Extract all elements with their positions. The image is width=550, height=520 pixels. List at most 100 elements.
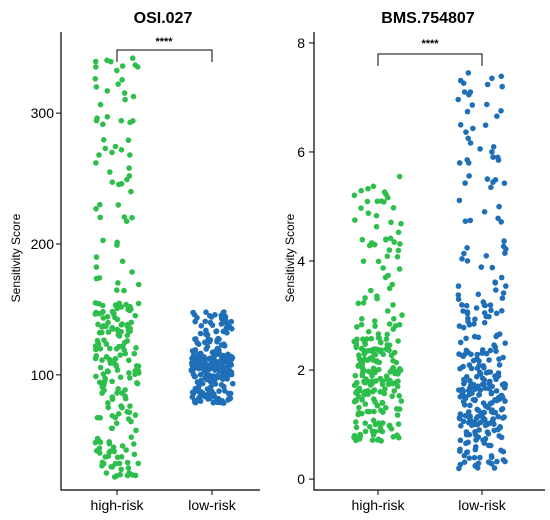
- data-point-high-risk: [114, 287, 120, 293]
- data-point-high-risk: [396, 321, 403, 328]
- data-point-high-risk: [362, 420, 369, 427]
- data-point-high-risk: [369, 437, 376, 444]
- data-point-low-risk: [219, 373, 225, 379]
- data-point-high-risk: [94, 337, 101, 344]
- data-point-high-risk: [104, 88, 111, 94]
- data-point-low-risk: [220, 310, 226, 316]
- data-point-high-risk: [394, 253, 401, 260]
- data-point-low-risk: [494, 396, 501, 403]
- data-point-low-risk: [204, 386, 211, 392]
- data-point-low-risk: [472, 386, 478, 392]
- data-point-low-risk: [457, 394, 464, 400]
- data-point-high-risk: [130, 118, 136, 124]
- data-point-low-risk: [498, 108, 504, 114]
- data-point-high-risk: [93, 275, 100, 282]
- data-point-low-risk: [198, 361, 205, 368]
- data-point-high-risk: [379, 379, 386, 385]
- data-point-high-risk: [97, 101, 104, 108]
- data-point-low-risk: [215, 359, 221, 365]
- data-point-high-risk: [93, 448, 100, 454]
- data-point-high-risk: [387, 377, 393, 384]
- data-point-high-risk: [106, 439, 112, 445]
- data-point-high-risk: [364, 198, 371, 205]
- data-point-high-risk: [126, 165, 132, 171]
- data-point-low-risk: [462, 218, 469, 224]
- data-point-high-risk: [109, 179, 116, 185]
- data-point-high-risk: [388, 219, 394, 226]
- data-point-high-risk: [372, 346, 379, 352]
- data-point-low-risk: [455, 96, 462, 103]
- data-point-high-risk: [373, 378, 379, 384]
- data-point-low-risk: [227, 395, 234, 402]
- data-point-low-risk: [206, 338, 213, 345]
- data-point-high-risk: [109, 464, 116, 470]
- data-point-low-risk: [496, 362, 503, 368]
- axes: [60, 32, 260, 491]
- data-point-low-risk: [209, 322, 216, 329]
- data-point-low-risk: [477, 371, 484, 377]
- data-point-low-risk: [225, 390, 232, 397]
- y-tick-label: 4: [297, 253, 305, 269]
- data-point-high-risk: [118, 147, 125, 153]
- data-point-high-risk: [112, 355, 119, 362]
- data-point-high-risk: [124, 332, 131, 339]
- data-point-low-risk: [479, 375, 486, 382]
- data-point-high-risk: [375, 436, 382, 443]
- data-point-low-risk: [464, 245, 470, 251]
- data-point-low-risk: [218, 342, 225, 348]
- data-point-high-risk: [129, 472, 136, 478]
- data-point-low-risk: [194, 339, 200, 346]
- data-point-high-risk: [395, 338, 401, 344]
- data-point-low-risk: [499, 308, 505, 314]
- y-tick-label: 300: [31, 105, 55, 121]
- data-point-high-risk: [94, 435, 101, 442]
- data-point-high-risk: [395, 229, 402, 236]
- data-point-low-risk: [465, 439, 472, 446]
- data-point-high-risk: [377, 389, 384, 395]
- data-point-low-risk: [224, 376, 230, 382]
- data-point-low-risk: [198, 323, 205, 329]
- data-point-high-risk: [383, 405, 389, 411]
- data-point-low-risk: [457, 411, 464, 417]
- data-point-low-risk: [499, 392, 505, 399]
- data-point-high-risk: [362, 401, 369, 407]
- data-point-high-risk: [124, 176, 130, 183]
- data-point-low-risk: [501, 414, 508, 420]
- data-point-high-risk: [104, 313, 111, 320]
- data-point-high-risk: [130, 93, 137, 100]
- data-point-high-risk: [390, 302, 396, 308]
- data-point-high-risk: [99, 324, 105, 330]
- data-point-high-risk: [119, 258, 126, 265]
- data-point-high-risk: [386, 247, 393, 253]
- data-point-high-risk: [100, 121, 106, 128]
- data-point-high-risk: [133, 427, 139, 434]
- data-point-high-risk: [397, 241, 403, 247]
- data-point-high-risk: [371, 408, 377, 415]
- data-point-high-risk: [107, 345, 113, 352]
- data-point-high-risk: [353, 344, 360, 351]
- data-point-high-risk: [127, 152, 133, 158]
- data-point-high-risk: [359, 372, 366, 379]
- data-point-high-risk: [353, 398, 359, 404]
- data-point-low-risk: [471, 454, 478, 461]
- data-point-high-risk: [368, 335, 375, 342]
- data-point-high-risk: [104, 114, 111, 120]
- chart-title: BMS.754807: [381, 10, 474, 27]
- data-point-high-risk: [127, 403, 133, 409]
- data-point-low-risk: [457, 339, 464, 346]
- data-point-high-risk: [361, 389, 367, 396]
- data-point-low-risk: [480, 409, 487, 416]
- data-point-high-risk: [391, 239, 398, 245]
- data-point-low-risk: [456, 323, 463, 329]
- data-point-high-risk: [389, 281, 396, 288]
- data-point-high-risk: [93, 254, 100, 260]
- data-point-high-risk: [124, 338, 131, 344]
- data-point-low-risk: [474, 351, 481, 358]
- data-point-low-risk: [202, 339, 208, 346]
- data-point-low-risk: [503, 283, 509, 289]
- data-point-high-risk: [97, 214, 103, 221]
- data-point-low-risk: [226, 371, 232, 378]
- data-point-high-risk: [393, 368, 399, 375]
- data-point-low-risk: [188, 367, 195, 374]
